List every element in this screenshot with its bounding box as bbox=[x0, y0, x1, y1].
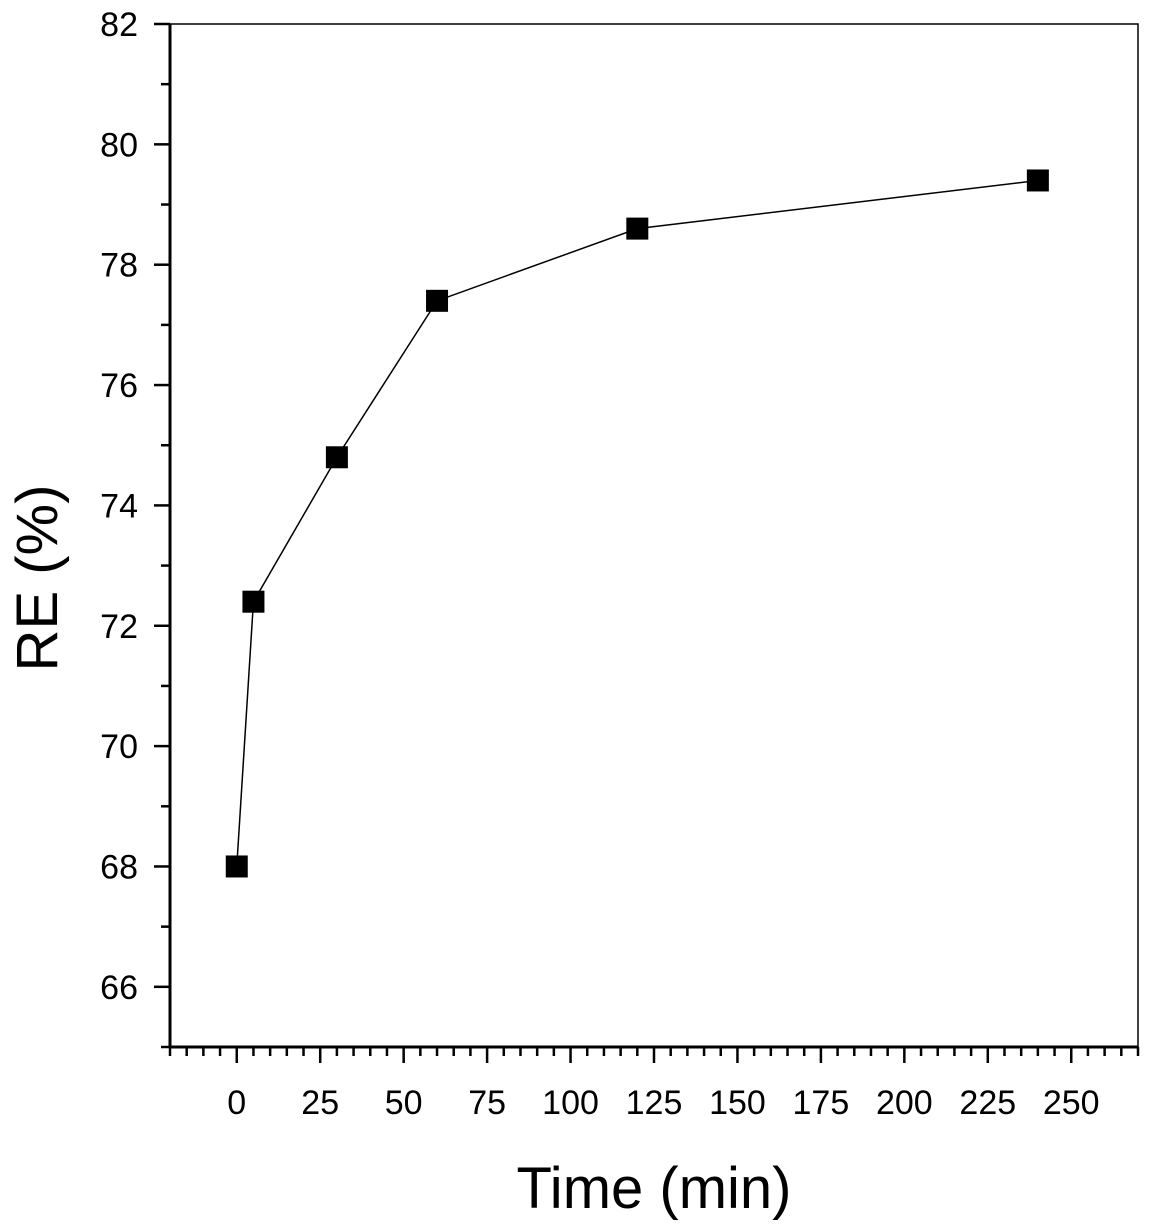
y-tick-label: 68 bbox=[100, 848, 138, 886]
x-tick-label: 50 bbox=[385, 1084, 423, 1122]
y-tick-label: 78 bbox=[100, 247, 138, 285]
x-tick-label: 225 bbox=[959, 1084, 1016, 1122]
x-tick-label: 75 bbox=[468, 1084, 506, 1122]
y-tick-label: 70 bbox=[100, 728, 138, 766]
series-points bbox=[225, 169, 1049, 878]
data-point bbox=[325, 446, 348, 469]
x-tick-label: 175 bbox=[793, 1084, 850, 1122]
y-tick-label: 76 bbox=[100, 367, 138, 405]
x-axis-title: Time (min) bbox=[517, 1156, 792, 1221]
y-axis-title: RE (%) bbox=[5, 485, 70, 672]
x-tick-label: 25 bbox=[301, 1084, 339, 1122]
x-tick-label: 100 bbox=[542, 1084, 599, 1122]
series-line bbox=[236, 179, 1038, 867]
y-tick-label: 66 bbox=[100, 969, 138, 1007]
x-tick-label: 200 bbox=[876, 1084, 933, 1122]
data-point bbox=[1026, 169, 1049, 192]
y-axis-ticks: 66 68 70 72 74 76 78 80 82 bbox=[100, 6, 170, 1049]
x-tick-label: 150 bbox=[709, 1084, 766, 1122]
y-tick-label: 74 bbox=[100, 487, 138, 525]
x-tick-label: 250 bbox=[1043, 1084, 1100, 1122]
x-tick-label: 0 bbox=[227, 1084, 246, 1122]
data-point bbox=[626, 217, 649, 240]
x-axis-ticks: 0 25 50 75 100 125 150 175 200 225 250 bbox=[168, 1047, 1140, 1122]
x-tick-label: 125 bbox=[626, 1084, 683, 1122]
y-tick-label: 80 bbox=[100, 126, 138, 164]
y-tick-label: 82 bbox=[100, 6, 138, 44]
data-point bbox=[242, 590, 265, 613]
series-polyline bbox=[236, 179, 1038, 867]
plot-frame bbox=[169, 23, 1139, 1048]
data-point bbox=[225, 855, 248, 878]
data-point bbox=[426, 289, 449, 312]
y-tick-label: 72 bbox=[100, 608, 138, 646]
